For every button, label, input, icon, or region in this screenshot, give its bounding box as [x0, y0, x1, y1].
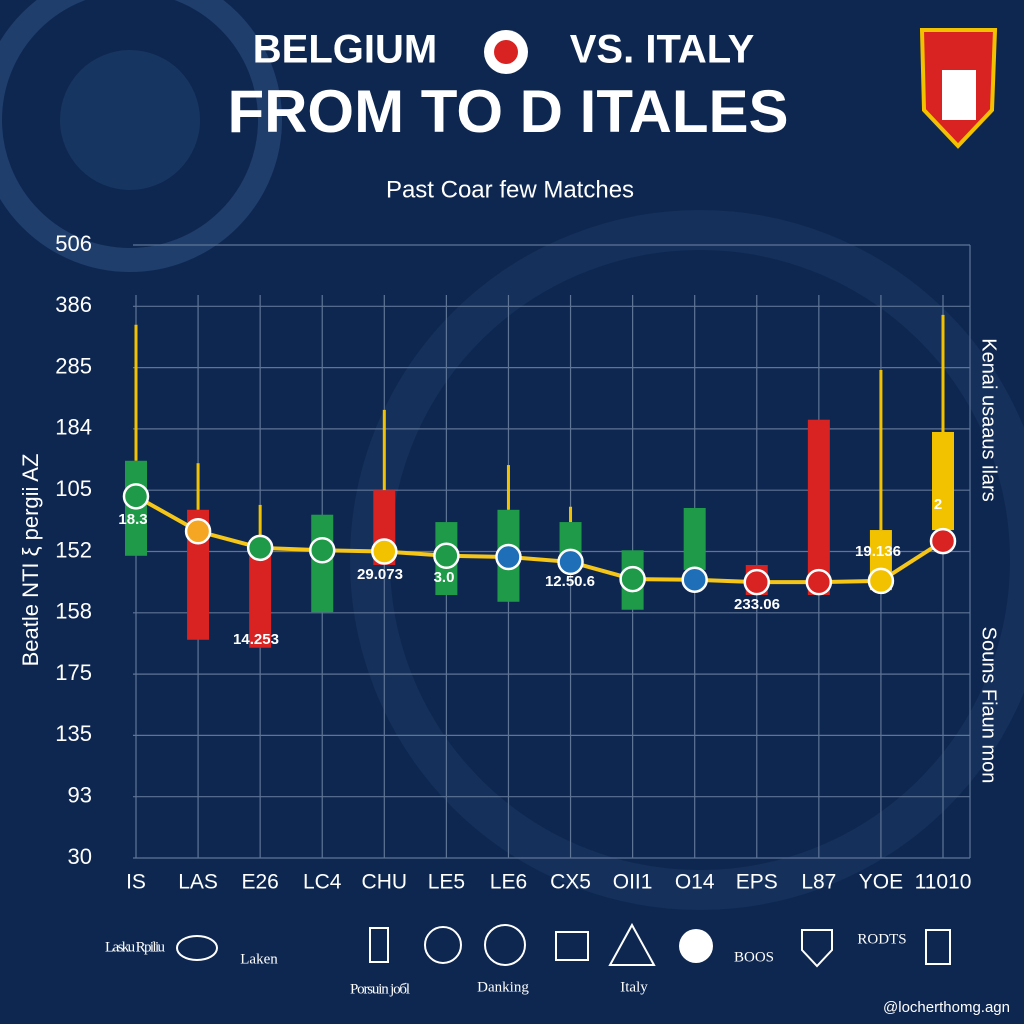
- x-tick-label: CX5: [550, 871, 591, 894]
- data-label: 19.136: [855, 543, 901, 560]
- y-tick-label: 184: [55, 415, 92, 440]
- right-label: Kenai usaaus ilars: [978, 338, 1000, 501]
- y-tick-label: 93: [68, 783, 92, 808]
- box: [683, 507, 706, 570]
- y-tick-label: 152: [55, 537, 92, 562]
- icon: [801, 929, 833, 968]
- point: [743, 568, 771, 596]
- point: [929, 527, 957, 555]
- y-tick-label: 30: [68, 844, 92, 869]
- icon: [555, 931, 589, 961]
- point: [433, 542, 460, 570]
- x-tick-label: O14: [675, 871, 715, 894]
- x-tick-label: IS: [126, 871, 146, 894]
- point: [371, 538, 398, 565]
- x-tick-label: LC4: [303, 871, 342, 894]
- x-tick-label: CHU: [362, 871, 408, 894]
- icon-label: Italy: [620, 979, 648, 995]
- data-label: 18.3: [118, 511, 147, 528]
- icon: [369, 927, 389, 963]
- data-label: 14.253: [233, 631, 279, 648]
- point: [246, 534, 274, 562]
- crest: [942, 70, 976, 120]
- data-label: 3.0: [434, 569, 455, 586]
- icon-label: RODTS: [857, 931, 906, 947]
- icon: [424, 926, 462, 964]
- title-right: VS. ITALY: [570, 28, 755, 72]
- point: [184, 518, 212, 545]
- bg-shape: [350, 210, 1024, 910]
- point: [557, 548, 584, 576]
- x-tick-label: E26: [241, 871, 278, 894]
- icon: [925, 929, 951, 965]
- icon-label: Danking: [477, 979, 529, 995]
- point: [619, 565, 646, 593]
- icon: [679, 929, 713, 963]
- y-tick-label: 506: [55, 231, 92, 256]
- footer: @locherthomg.agn: [883, 999, 1010, 1016]
- y-tick-label: 135: [55, 721, 92, 746]
- icon-label: Porsuin joбl: [350, 981, 410, 997]
- y-tick-label: 158: [55, 599, 92, 624]
- bg-shape: [60, 50, 200, 190]
- point: [805, 568, 833, 596]
- y-tick-label: 285: [55, 353, 92, 378]
- y-axis-label: Beatle NTI ξ pergii AZ: [18, 454, 43, 667]
- x-tick-label: EPS: [736, 871, 778, 894]
- data-label: 29.073: [357, 566, 403, 583]
- point: [867, 567, 895, 595]
- headline: FROM TO D ITALES: [227, 78, 788, 145]
- x-tick-label: LE6: [490, 871, 527, 894]
- x-tick-label: YOE: [859, 871, 903, 894]
- title-left: BELGIUM: [253, 28, 437, 72]
- icon-label: BOOS: [734, 949, 774, 965]
- x-tick-label: OII1: [613, 871, 653, 894]
- icon: [176, 935, 218, 961]
- box: [932, 431, 954, 531]
- subtitle: Past Coar few Matches: [386, 176, 634, 203]
- badge: [494, 40, 518, 64]
- bg-shape: [0, 0, 282, 272]
- right-label: Souns Fiaun mon: [978, 627, 1000, 784]
- y-tick-label: 105: [55, 476, 92, 501]
- icon: [608, 922, 656, 966]
- point: [122, 483, 150, 510]
- data-label: 12.50.6: [545, 573, 595, 590]
- data-label: 233.06: [734, 596, 780, 613]
- icon: [484, 924, 526, 966]
- box: [807, 419, 830, 596]
- point: [495, 543, 522, 571]
- x-tick-label: LE5: [428, 871, 465, 894]
- icon-label: Lasku Rpiliu: [105, 939, 166, 955]
- y-tick-label: 175: [55, 660, 92, 685]
- point: [308, 537, 336, 564]
- y-tick-label: 386: [55, 292, 92, 317]
- data-label: 2: [934, 496, 942, 513]
- x-tick-label: 11010: [915, 871, 972, 894]
- icon-row: [176, 922, 951, 968]
- x-tick-label: L87: [801, 871, 836, 894]
- x-tick-label: LAS: [178, 871, 218, 894]
- point: [681, 566, 708, 593]
- box: [249, 544, 272, 648]
- icon-label: Laken: [240, 951, 278, 967]
